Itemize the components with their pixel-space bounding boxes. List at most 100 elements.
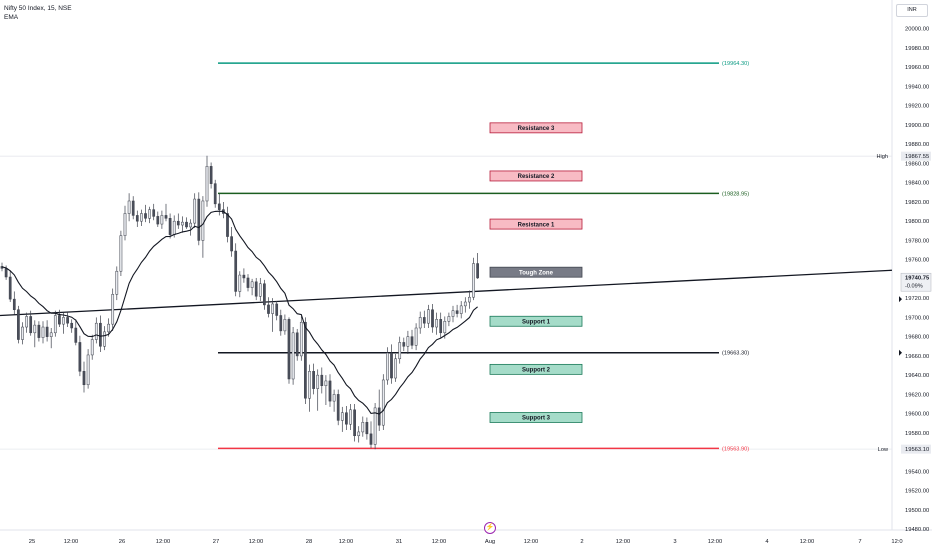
price-tick-label: 19800.00 — [905, 219, 929, 225]
price-tick-label: 19840.00 — [905, 181, 929, 187]
price-tick-label: 19860.00 — [905, 161, 929, 167]
candle-body — [418, 317, 422, 329]
candle-body — [463, 301, 467, 307]
candle-body — [58, 315, 61, 325]
candle-body — [320, 374, 324, 386]
candle-body — [275, 303, 279, 316]
zone-box — [489, 266, 583, 278]
high-label: High — [876, 154, 888, 160]
candle-body — [123, 213, 127, 236]
time-tick-label: 2 — [580, 539, 583, 545]
symbol-title[interactable]: Nifty 50 Index, 15, NSE — [4, 5, 72, 12]
candle-body — [49, 332, 53, 337]
candle-body — [70, 322, 74, 329]
last-price-badge — [900, 272, 932, 292]
candle-body — [205, 166, 209, 202]
candle-body — [193, 198, 197, 224]
zone-label: Support 1 — [522, 319, 551, 325]
level-label: (19663.30) — [722, 351, 749, 357]
price-tick-label: 19780.00 — [905, 238, 929, 244]
candle-body — [8, 276, 12, 300]
low-value-badge — [901, 444, 931, 454]
candle-body — [390, 352, 393, 379]
candle-body — [299, 321, 303, 357]
candle-body — [86, 354, 90, 386]
price-tick-label: 19580.00 — [905, 431, 929, 437]
candle-body — [53, 315, 57, 334]
candle-body — [427, 309, 430, 324]
candle-body — [369, 433, 373, 445]
price-tick-label: 19980.00 — [905, 46, 929, 52]
candle-body — [115, 270, 119, 295]
price-tick-label: 19700.00 — [905, 315, 929, 321]
candle-body — [353, 409, 356, 437]
candle-body — [99, 322, 102, 347]
trendline — [0, 269, 893, 317]
candle-body — [226, 213, 229, 237]
candle-body — [164, 215, 168, 219]
currency-button[interactable]: INR — [896, 4, 928, 17]
candle-body — [357, 431, 361, 437]
candle-body — [4, 268, 8, 278]
time-tick-label: 12:00 — [708, 539, 723, 545]
level-label: (19828.95) — [722, 191, 749, 197]
level-label: (19964.30) — [722, 61, 749, 67]
candle-body — [468, 296, 471, 303]
candle-body — [459, 305, 463, 314]
candle-body — [373, 407, 377, 445]
high-value-badge — [901, 151, 931, 161]
candle-body — [242, 274, 246, 279]
candle-body — [365, 422, 369, 435]
candle-body — [74, 327, 78, 343]
candle-body — [172, 220, 176, 235]
price-tick-label: 19920.00 — [905, 104, 929, 110]
candle-body — [197, 198, 201, 241]
time-tick-label: 12:00 — [249, 539, 264, 545]
candle-body — [316, 374, 320, 389]
candle-body — [209, 166, 213, 184]
zone-box — [489, 170, 583, 182]
zone-box — [489, 412, 583, 423]
candle-body — [12, 298, 16, 310]
candle-body — [283, 319, 287, 332]
candle-body — [160, 215, 164, 225]
candle-body — [254, 281, 258, 297]
time-tick-label: 3 — [673, 539, 676, 545]
candle-body — [279, 315, 283, 332]
candle-body — [25, 316, 28, 328]
zone-label: Resistance 1 — [518, 222, 555, 228]
candle-body — [45, 326, 49, 337]
candle-body — [340, 412, 344, 421]
candle-body — [217, 203, 221, 210]
candle-body — [295, 332, 299, 357]
time-tick-label: 12:00 — [524, 539, 539, 545]
zone-label: Resistance 3 — [518, 126, 555, 132]
candle-body — [168, 218, 172, 235]
price-tick-label: 19620.00 — [905, 392, 929, 398]
candle-body — [189, 222, 192, 228]
candle-body — [156, 216, 160, 225]
candle-body — [349, 409, 352, 425]
events-flash-icon[interactable]: ⚡ — [484, 522, 496, 534]
candle-body — [94, 322, 98, 340]
candle-body — [62, 317, 65, 325]
time-tick-label: 7 — [858, 539, 861, 545]
candle-body — [234, 250, 238, 292]
candle-body — [410, 336, 414, 346]
candle-body — [66, 317, 69, 324]
candle-body — [386, 352, 389, 381]
price-tick-label: 20000.00 — [905, 27, 929, 33]
candle-body — [328, 380, 332, 402]
price-tick-label: 19960.00 — [905, 65, 929, 71]
zone-label: Tough Zone — [519, 270, 554, 276]
time-tick-label: 12:00 — [64, 539, 79, 545]
ema-indicator-label[interactable]: EMA — [4, 14, 19, 21]
time-tick-label: 26 — [119, 539, 125, 545]
time-tick-label: Aug — [485, 539, 495, 545]
price-tick-label: 19940.00 — [905, 84, 929, 90]
candle-body — [345, 412, 348, 425]
price-tick-label: 19480.00 — [905, 527, 929, 533]
time-tick-label: 12:00 — [800, 539, 815, 545]
